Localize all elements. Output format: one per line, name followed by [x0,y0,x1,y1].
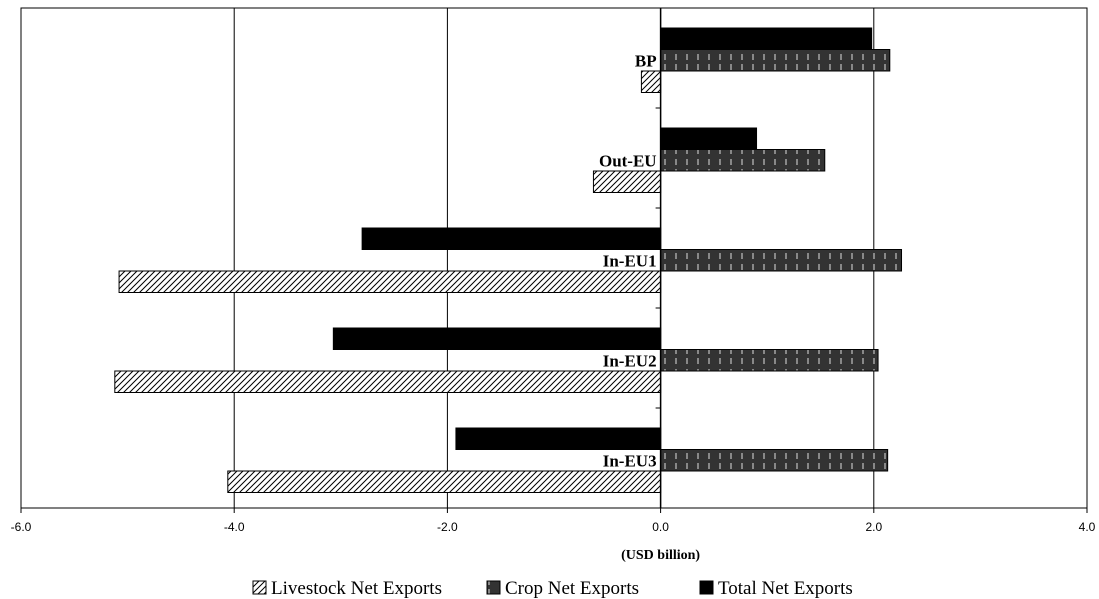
bar-crop-net-exports [660,49,891,72]
category-label: In-EU1 [603,252,657,271]
axes: -6.0 -4.0 -2.0 0.0 2.0 4.0 BP Out-EU In-EU1 In-EU… [11,7,1096,534]
x-tick-label: 0.0 [652,520,669,534]
bar-total-net-exports [660,127,758,150]
legend: Livestock Net Exports Crop Net Exports Tot… [252,578,853,599]
legend-label: Crop Net Exports [505,578,639,599]
category-label: Out-EU [599,152,657,171]
x-tick-label: 4.0 [1079,520,1096,534]
bar-crop-net-exports [660,249,903,272]
legend-swatch [486,580,501,595]
bars [114,27,903,493]
bar-livestock-net-exports [118,270,662,293]
x-tick-label: -6.0 [11,520,32,534]
bar-livestock-net-exports [114,370,662,393]
bar-crop-net-exports [660,449,889,472]
plot-frame [20,7,1088,509]
bar-total-net-exports [660,27,873,50]
legend-swatch [699,580,714,595]
bar-livestock-net-exports [640,70,662,93]
x-tick-label: 2.0 [865,520,882,534]
bar-livestock-net-exports [227,470,662,493]
bar-total-net-exports [455,427,662,450]
bar-crop-net-exports [660,149,826,172]
category-label: BP [635,52,657,71]
legend-label: Livestock Net Exports [271,578,442,599]
x-tick-label: -4.0 [224,520,245,534]
category-label: In-EU3 [603,452,657,471]
bar-crop-net-exports [660,349,879,372]
x-axis-title: (USD billion) [621,548,700,563]
legend-swatch [252,580,267,595]
x-tick-label: -2.0 [437,520,458,534]
bar-total-net-exports [361,227,662,250]
category-label: In-EU2 [603,352,657,371]
bar-total-net-exports [332,327,662,350]
bar-livestock-net-exports [592,170,662,193]
legend-label: Total Net Exports [718,578,853,599]
